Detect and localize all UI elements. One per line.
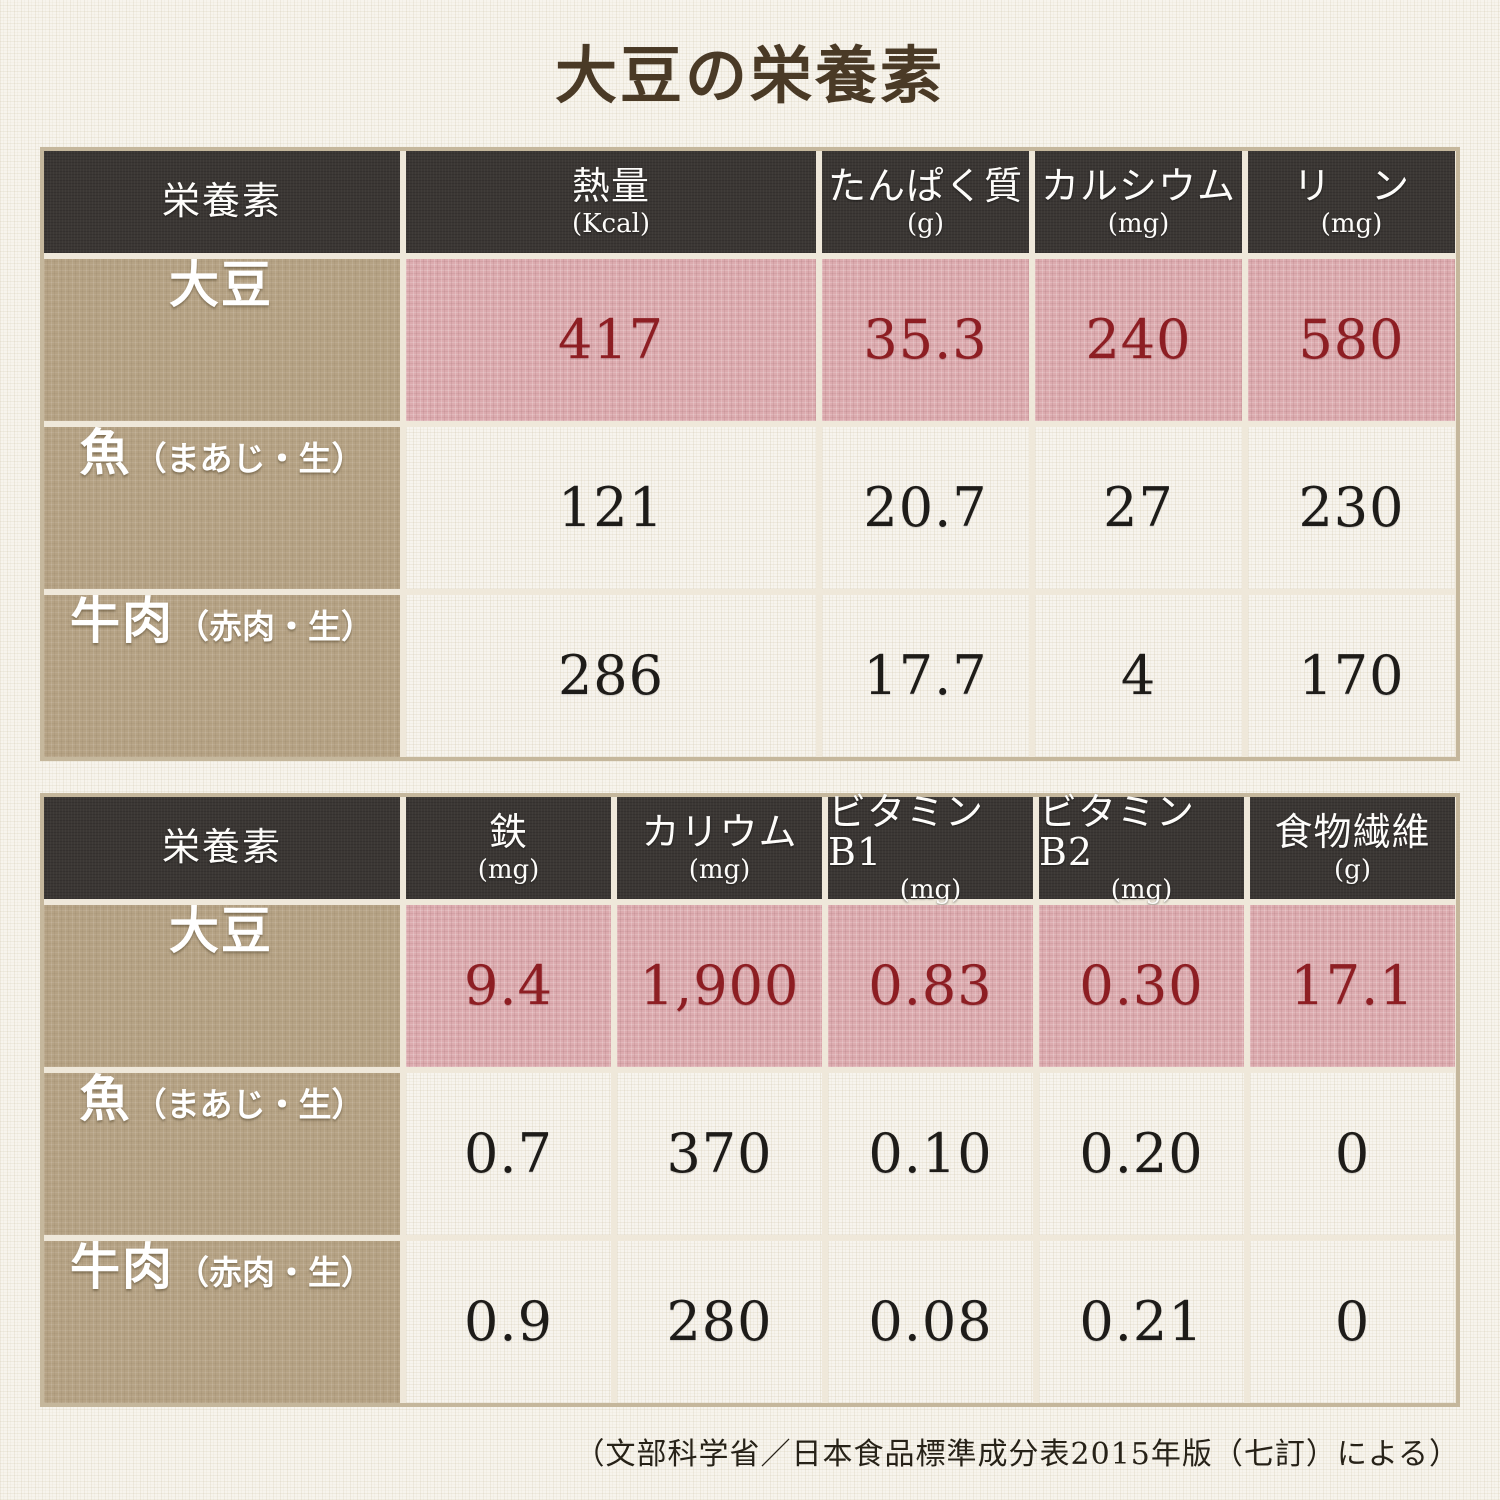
value-cell: 20.7 — [822, 427, 1029, 590]
value-cell: 286 — [406, 595, 816, 758]
column-name: ビタミンB1 — [828, 789, 985, 874]
value-cell: 417 — [406, 259, 816, 422]
header-cell-vitamin-b2: ビタミンB2 (mg) — [1039, 792, 1244, 903]
column-unit: (mg) — [477, 854, 540, 885]
value-cell: 4 — [1035, 595, 1242, 758]
row-label-fish: 魚（まあじ・生） — [44, 423, 400, 590]
column-unit: (mg) — [899, 874, 962, 905]
header-cell-vitamin-b1: ビタミンB1 (mg) — [828, 792, 1033, 903]
value-cell: 35.3 — [822, 259, 1029, 422]
value-cell: 0 — [1250, 1073, 1455, 1236]
row-label-beef: 牛肉 （赤肉・生） — [44, 591, 400, 758]
row-label-fish: 魚（まあじ・生） — [44, 1069, 400, 1236]
value-cell: 9.4 — [406, 905, 611, 1068]
value-cell: 230 — [1248, 427, 1455, 590]
column-name: リ ン — [1292, 163, 1410, 208]
column-name: カルシウム — [1040, 163, 1236, 208]
column-unit: (mg) — [688, 854, 751, 885]
column-unit: (mg) — [1107, 208, 1170, 239]
value-cell: 121 — [406, 427, 816, 590]
value-cell: 0.30 — [1039, 905, 1244, 1068]
row-label-text: 魚 — [79, 1069, 132, 1129]
column-name: カリウム — [641, 809, 798, 854]
value-cell: 0.21 — [1039, 1241, 1244, 1404]
header-nutrient-label: 栄養素 — [44, 797, 400, 900]
column-name: たんぱく質 — [827, 163, 1023, 208]
row-label-beef: 牛肉 （赤肉・生） — [44, 1237, 400, 1404]
column-name: 鉄 — [488, 809, 528, 854]
value-cell: 0 — [1250, 1241, 1455, 1404]
value-cell: 1,900 — [617, 905, 822, 1068]
row-label-text: 牛肉 — [70, 591, 174, 651]
value-cell: 0.08 — [828, 1241, 1033, 1404]
column-name: 食物繊維 — [1274, 809, 1431, 854]
value-cell: 27 — [1035, 427, 1242, 590]
nutrition-table-minerals: 栄養素 鉄 (mg) カリウム (mg) ビタミンB1 (mg) ビタミンB2 … — [40, 792, 1460, 1408]
header-cell-phosphorus: リ ン (mg) — [1248, 151, 1455, 254]
source-note: （文部科学省／日本食品標準成分表2015年版（七訂）による） — [574, 1437, 1460, 1473]
value-cell: 0.7 — [406, 1073, 611, 1236]
value-cell: 280 — [617, 1241, 822, 1404]
row-label-text: 大豆 — [169, 901, 273, 961]
column-unit: (g) — [907, 208, 944, 239]
row-label-text: 牛肉 — [70, 1237, 174, 1297]
column-unit: (g) — [1334, 854, 1371, 885]
header-nutrient-label: 栄養素 — [44, 151, 400, 254]
value-cell: 17.7 — [822, 595, 1029, 758]
row-label-subtext: （赤肉・生） — [176, 607, 374, 647]
header-cell-iron: 鉄 (mg) — [406, 797, 611, 900]
page-title: 大豆の栄養素 — [554, 39, 945, 112]
value-cell: 370 — [617, 1073, 822, 1236]
header-cell-calcium: カルシウム (mg) — [1035, 151, 1242, 254]
value-cell: 0.10 — [828, 1073, 1033, 1236]
value-cell: 580 — [1248, 259, 1455, 422]
column-unit: (mg) — [1110, 874, 1173, 905]
row-label-text: 魚 — [79, 423, 132, 483]
row-label-subtext: （まあじ・生） — [133, 1085, 365, 1125]
nutrition-table-energy: 栄養素 熱量 (Kcal) たんぱく質 (g) カルシウム (mg) リ ン (… — [40, 147, 1460, 762]
value-cell: 0.83 — [828, 905, 1033, 1068]
header-cell-fiber: 食物繊維 (g) — [1250, 797, 1455, 900]
value-cell: 17.1 — [1250, 905, 1455, 1068]
column-name: ビタミンB2 — [1039, 789, 1196, 874]
value-cell: 0.20 — [1039, 1073, 1244, 1236]
value-cell: 0.9 — [406, 1241, 611, 1404]
column-unit: (mg) — [1320, 208, 1383, 239]
header-cell-energy: 熱量 (Kcal) — [406, 151, 816, 254]
row-label-subtext: （赤肉・生） — [176, 1253, 374, 1293]
value-cell: 240 — [1035, 259, 1242, 422]
column-name: 熱量 — [571, 163, 650, 208]
header-cell-protein: たんぱく質 (g) — [822, 151, 1029, 254]
header-cell-potassium: カリウム (mg) — [617, 797, 822, 900]
row-label-subtext: （まあじ・生） — [133, 439, 365, 479]
row-label-soybean: 大豆 — [44, 901, 400, 1068]
column-unit: (Kcal) — [571, 208, 651, 239]
value-cell: 170 — [1248, 595, 1455, 758]
row-label-soybean: 大豆 — [44, 255, 400, 422]
row-label-text: 大豆 — [169, 255, 273, 315]
